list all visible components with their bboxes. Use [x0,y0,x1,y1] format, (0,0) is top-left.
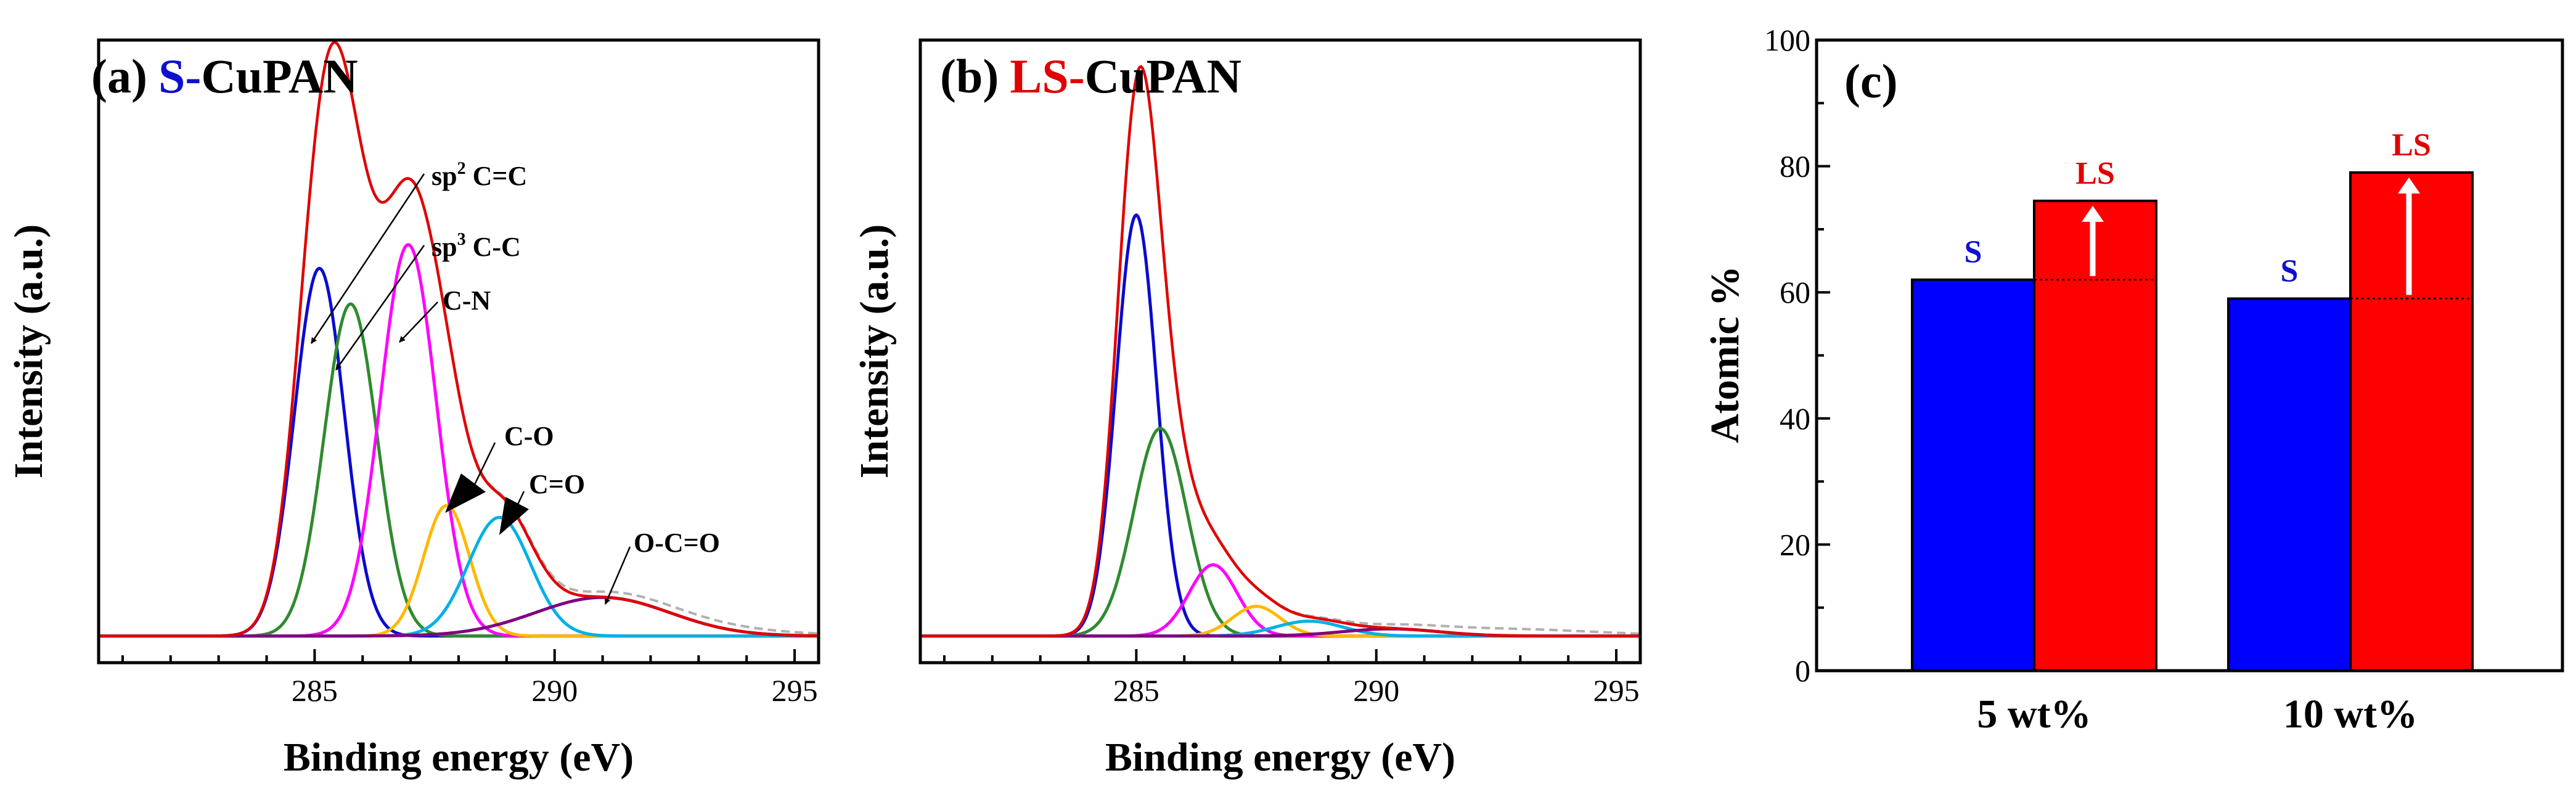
panel-b: 285 290 295 (b) LS-CuPAN Intensity (a.u.) B… [852,38,1642,780]
label-c-o: C-O [504,421,554,451]
panel-a-title-suffix: CuPAN [201,49,358,103]
panel-a-x-axis-label: Binding energy (eV) [284,735,634,780]
arrow-sp2 [310,173,425,344]
increase-arrow-head-1 [2082,205,2104,222]
panel-a-title-prefix: S- [158,49,201,103]
y-tick-label: 40 [1780,401,1810,436]
component-peak-1 [99,266,819,638]
arrow-co-line [473,442,496,485]
arrow-cn [399,301,438,343]
envelope-curve [99,41,819,637]
x-tick-label: 295 [1593,673,1640,708]
label-sp3-cc: sp3 C-C [431,230,521,262]
x-tick-label: 290 [531,673,578,708]
panel-a-frame [97,38,820,665]
y-tick-label: 80 [1780,149,1810,184]
panel-a-y-axis-label: Intensity (a.u.) [6,224,51,479]
panel-b-frame [918,38,1642,665]
panel-b-title: (b) LS-CuPAN [940,49,1241,103]
series-label-s: S [1965,235,1982,270]
component-peak-4 [920,605,1640,638]
category-label: 5 wt% [1977,692,2091,737]
label-o-c-o: O-C=O [634,528,720,558]
panel-a-x-ticks: 285 290 295 [121,649,818,708]
series-label-ls: LS [2075,156,2115,191]
arrow-sp3 [335,245,425,370]
panel-b-letter: (b) [940,49,999,103]
panel-a-curves [99,41,819,638]
panel-b-title-suffix: CuPAN [1085,49,1241,103]
label-c-double-o: C=O [529,469,585,499]
panel-b-y-axis-label: Intensity (a.u.) [852,224,897,479]
panel-b-x-ticks: 285 290 295 [942,649,1640,708]
raw-data-curve [920,65,1641,637]
bar-s-2 [2227,297,2352,672]
panel-b-title-prefix: LS- [1010,49,1084,103]
panel-b-curves [920,65,1641,638]
panel-a-letter: (a) [91,49,147,103]
arrow-occo [604,546,631,605]
component-peak-1 [920,213,1640,638]
panel-c: S LS S LS 5 wt% 10 wt% 0 20 40 60 80 100 (c) Atomi… [1703,23,2564,737]
x-tick-label: 295 [772,673,818,708]
series-label-s: S [2281,253,2299,288]
x-tick-label: 285 [292,673,338,708]
x-tick-label: 285 [1113,673,1159,708]
panel-a: 285 290 295 (a) S-CuPAN Intensity (a.u.) Bi… [6,38,820,780]
envelope-curve [920,65,1640,637]
panel-c-y-ticks: 5 wt% 10 wt% 0 20 40 60 80 100 [1764,23,2418,737]
y-tick-label: 100 [1764,23,1810,57]
y-tick-label: 0 [1795,653,1810,688]
y-tick-label: 20 [1780,527,1810,562]
label-c-n: C-N [443,285,491,316]
panel-c-bars: S LS S LS [1911,128,2474,672]
arrow-co-head [445,473,486,513]
component-peak-4 [99,504,819,638]
increase-arrow-head-2 [2398,177,2420,194]
y-tick-label: 60 [1780,275,1810,309]
category-label: 10 wt% [2283,692,2418,737]
panel-a-title: (a) S-CuPAN [91,49,358,103]
arrow-c2o-head [499,497,529,535]
panel-c-letter: (c) [1844,54,1898,108]
panel-b-x-axis-label: Binding energy (eV) [1105,735,1455,780]
panel-c-y-axis-label: Atomic % [1703,266,1748,443]
bar-s-1 [1911,278,2035,672]
x-tick-label: 290 [1353,673,1399,708]
label-sp2-cc: sp2 C=C [431,159,527,191]
series-label-ls: LS [2392,128,2431,163]
component-peak-6 [99,595,819,638]
